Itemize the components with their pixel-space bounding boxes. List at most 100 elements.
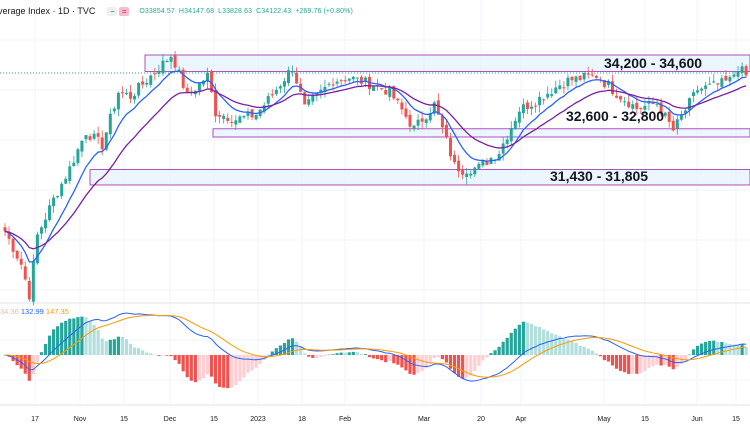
candle-body [530,106,533,109]
candle-body [408,114,412,127]
candle-body [404,108,408,117]
x-tick-label: 18 [298,416,306,423]
macd-histogram-bar [566,339,570,355]
macd-histogram-bar [149,353,153,355]
candle-body [716,83,720,85]
candle-body [100,137,104,150]
macd-histogram-bar [469,355,473,376]
macd-histogram-bar [432,355,436,359]
candle-body [246,111,250,116]
macd-histogram-bar [96,330,100,355]
candle-body [542,99,546,101]
macd-histogram-bar [226,355,230,389]
candle-body [606,82,610,85]
candle-body [396,98,400,101]
candle-body [380,88,384,90]
x-tick-label: May [597,416,611,423]
macd-histogram-bar [695,345,700,355]
candle-body [7,231,11,239]
candle-body [60,183,64,197]
candle-body [517,111,521,123]
macd-value: 132.99 [20,307,44,316]
macd-histogram-bar [631,355,635,374]
macd-histogram-bar [238,355,242,382]
candle-body [282,81,286,87]
macd-histogram-bar [550,333,554,355]
candle-body [104,132,108,150]
macd-histogram-bar [214,355,218,384]
symbol-title[interactable]: verage Index · 1D · TVC [0,6,96,16]
candle-body [392,86,396,99]
candle-body [270,94,274,96]
macd-histogram-bar [590,350,594,355]
candle-body [651,102,655,105]
candle-body [56,196,60,198]
candle-body [412,125,416,130]
candle-body [639,107,643,109]
macd-histogram-bar [319,355,323,358]
macd-histogram-bar [250,355,254,371]
equals-icon[interactable]: = [119,6,130,16]
candle-body [169,57,173,62]
candle-body [331,84,335,86]
macd-histogram-bar [732,344,736,355]
macd-histogram-bar [43,343,48,355]
macd-histogram-bar [299,346,303,355]
macd-histogram-bar [92,324,96,355]
candle-body [133,95,137,100]
macd-histogram-bar [185,355,189,378]
minus-icon[interactable]: − [107,6,118,16]
support-resistance-zone [212,128,750,138]
candle-body [39,227,43,234]
macd-histogram-bar [473,355,477,371]
macd-histogram-bar [335,353,339,355]
macd-histogram-bar [355,352,359,355]
candle-body [141,81,145,85]
candle-body [631,104,635,109]
candle-body [586,73,590,75]
macd-histogram-bar [485,355,489,358]
macd-histogram-bar [141,350,145,355]
candle-body [44,219,47,229]
macd-histogram-bar [311,355,315,358]
candle-body [590,74,594,76]
macd-histogram-bar [610,355,615,366]
x-tick-label: 15 [210,416,218,423]
candle-body [11,238,15,252]
candle-body [485,160,489,165]
candle-body [550,94,554,96]
x-tick-label: Jun [691,416,703,423]
candle-body [623,101,627,103]
candle-body [566,77,570,87]
fast-moving-average [4,70,747,263]
candle-body [724,75,728,81]
macd-histogram-bar [570,341,574,355]
macd-histogram-bar [614,355,619,369]
macd-histogram-bar [27,355,31,381]
candle-body [206,72,209,81]
macd-histogram-bar [627,355,631,374]
candle-body [274,89,278,95]
macd-histogram-bar [444,355,449,363]
macd-histogram-bar [307,355,311,357]
x-tick-label: 17 [31,416,39,423]
x-tick-label: 2023 [250,416,266,423]
macd-histogram-bar [116,336,120,355]
candle-body [80,140,84,152]
candle-body [449,138,452,157]
macd-histogram-bar [254,355,258,368]
candle-body [327,83,331,85]
candle-body [501,143,505,154]
candle-body [222,115,226,120]
candle-body [210,70,214,93]
macd-histogram-bar [712,340,716,355]
macd-histogram-bar [60,322,64,355]
candle-body [355,77,359,79]
macd-histogram-bar [594,353,598,355]
macd-histogram-bar [120,336,125,355]
macd-histogram-bar [246,355,250,373]
candle-body [732,74,736,77]
candle-body [315,92,319,96]
candle-body [692,92,695,97]
